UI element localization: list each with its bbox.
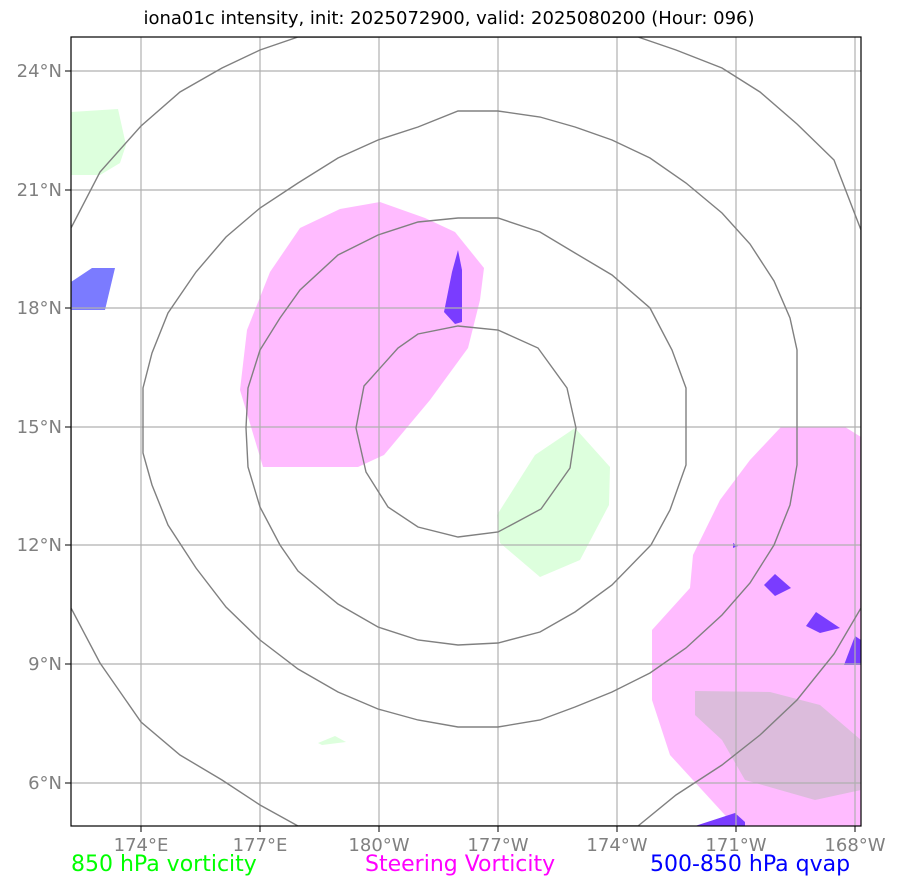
qvap-area-south <box>695 813 745 826</box>
lat-label-24n: 24°N <box>17 61 62 82</box>
vorticity-area-center <box>497 428 610 577</box>
legend-850hpa-vorticity: 850 hPa vorticity <box>71 852 257 877</box>
qvap-area-west <box>71 268 115 310</box>
map-plot-area <box>71 37 861 826</box>
range-ring-2 <box>245 217 687 646</box>
graticule <box>71 37 861 826</box>
axis-ticks <box>65 70 856 832</box>
latitude-labels: 24°N 21°N 18°N 15°N 12°N 9°N 6°N <box>17 61 62 794</box>
vorticity-area-northwest <box>71 109 126 175</box>
longitude-labels: 174°E 177°E 180°W 177°W 174°W 171°W 168°… <box>114 835 886 856</box>
range-ring-4 <box>71 37 861 826</box>
lon-label-177e: 177°E <box>233 835 288 856</box>
qvap-area-east <box>844 636 861 665</box>
range-ring-1 <box>355 325 577 538</box>
qvap-area-small-2 <box>806 612 840 633</box>
lon-label-171w: 171°W <box>705 835 766 856</box>
lat-label-9n: 9°N <box>28 654 62 675</box>
lon-label-177w: 177°W <box>467 835 528 856</box>
lat-label-12n: 12°N <box>17 535 62 556</box>
lat-label-15n: 15°N <box>17 417 62 438</box>
plot-frame <box>70 36 862 827</box>
map-title: iona01c intensity, init: 2025072900, val… <box>143 8 755 29</box>
qvap-areas <box>71 250 861 826</box>
lat-label-6n: 6°N <box>28 773 62 794</box>
qvap-area-small-1 <box>764 574 791 596</box>
lon-label-180w: 180°W <box>348 835 409 856</box>
steering-area-central <box>240 202 484 467</box>
legend-steering-vorticity: Steering Vorticity <box>365 852 556 877</box>
range-ring-3 <box>142 110 798 728</box>
lon-label-174e: 174°E <box>114 835 169 856</box>
lat-label-21n: 21°N <box>17 180 62 201</box>
range-rings <box>71 37 861 826</box>
lon-label-174w: 174°W <box>586 835 647 856</box>
lon-label-168w: 168°W <box>824 835 885 856</box>
legend-qvap: 500-850 hPa qvap <box>650 852 851 877</box>
lat-label-18n: 18°N <box>17 298 62 319</box>
qvap-area-north <box>444 250 462 324</box>
vorticity-area-small <box>318 736 346 745</box>
